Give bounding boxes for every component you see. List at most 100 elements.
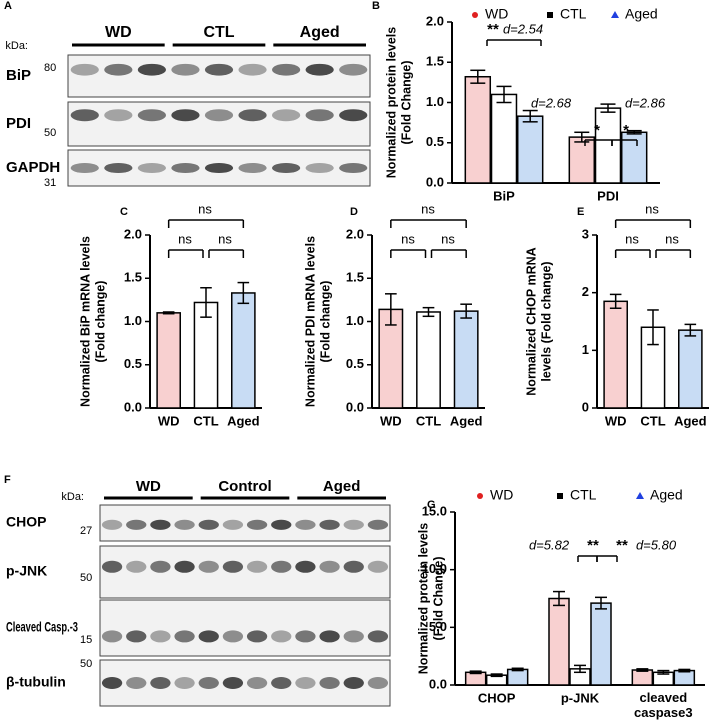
group-label: WD <box>136 478 161 495</box>
blot-band <box>104 63 133 76</box>
y-tick-label: 2 <box>582 284 589 299</box>
legend-marker <box>557 493 563 499</box>
y-tick-label: 1.5 <box>426 54 444 69</box>
y-axis-title: (Fold change) <box>318 281 332 363</box>
annotation: d=5.82 <box>529 537 570 552</box>
row-label: CHOP <box>6 514 46 530</box>
blot-band <box>305 109 334 122</box>
blot-band <box>104 109 133 122</box>
blot-band <box>198 519 219 530</box>
y-tick-label: 0 <box>582 399 589 414</box>
blot-band <box>204 109 234 122</box>
mw-marker: 50 <box>44 127 56 139</box>
x-tick-label: PDI <box>597 188 619 203</box>
annotation: d=2.86 <box>625 95 666 110</box>
x-tick-label: Aged <box>450 413 483 428</box>
blot-band <box>171 162 200 174</box>
y-tick-label: 0.5 <box>124 356 142 371</box>
blot-band <box>343 630 364 643</box>
blot-band <box>271 519 292 530</box>
y-axis-title: Normalized PDI mRNA levels <box>303 236 317 407</box>
blot-strip <box>67 54 371 98</box>
blot-band <box>343 519 364 530</box>
x-tick-label: CTL <box>640 413 665 428</box>
blot-band <box>198 630 219 643</box>
bar <box>416 311 441 409</box>
y-tick-label: 1.0 <box>426 94 444 109</box>
row-label: GAPDH <box>6 159 60 176</box>
y-tick-label: 0.0 <box>429 676 447 691</box>
bar <box>464 75 492 184</box>
y-axis-title: (Fold change) <box>93 281 107 363</box>
blot-band <box>339 63 368 76</box>
blot-band <box>222 519 244 530</box>
blot-band <box>137 109 166 122</box>
panel-letter: E <box>577 206 584 218</box>
blot-strip <box>99 504 391 542</box>
row-label: Cleaved Casp.-3 <box>6 619 78 635</box>
bar <box>516 115 544 184</box>
y-axis-title: Normalized CHOP mRNA <box>524 247 538 395</box>
x-tick-label: CTL <box>416 413 441 428</box>
blot-band <box>271 677 292 689</box>
legend-label: Aged <box>625 6 658 22</box>
blot-band <box>305 162 334 174</box>
blot-band <box>222 560 244 573</box>
blot-strip <box>99 599 391 657</box>
blot-band <box>126 677 147 689</box>
blot-band <box>272 109 301 122</box>
x-tick-label: WD <box>380 413 402 428</box>
blot-band <box>367 630 389 643</box>
x-tick-label: cleaved caspase3 <box>634 690 693 720</box>
blot-band <box>174 630 195 643</box>
x-tick-label: p-JNK <box>561 690 600 705</box>
bar <box>603 300 628 409</box>
y-tick-label: 0.5 <box>346 356 364 371</box>
x-tick-label: CHOP <box>478 690 516 705</box>
blot-band <box>171 63 200 76</box>
blot-band <box>198 677 219 689</box>
y-tick-label: 1 <box>582 342 589 357</box>
blot-band <box>70 109 99 122</box>
blot-band <box>174 519 195 530</box>
annotation: d=2.68 <box>531 95 572 110</box>
legend-marker <box>547 12 553 18</box>
bar <box>631 669 654 686</box>
legend-label: CTL <box>570 487 597 503</box>
mw-marker: 27 <box>80 525 92 537</box>
blot-strip <box>67 101 371 147</box>
kda-label: kDa: <box>5 40 28 52</box>
panel-letter: A <box>4 0 12 12</box>
y-tick-label: 1.5 <box>124 270 142 285</box>
blot-band <box>367 560 389 573</box>
bar <box>231 292 256 409</box>
blot-band <box>101 560 123 573</box>
blot-band <box>126 519 147 530</box>
annotation: d=5.80 <box>636 537 677 552</box>
legend-marker <box>472 12 478 18</box>
legend-marker <box>611 11 619 18</box>
blot-band <box>204 63 234 76</box>
annotation: ns <box>645 201 659 216</box>
annotation: * <box>623 122 629 139</box>
blot-band <box>171 109 200 122</box>
blot-band <box>150 677 171 689</box>
x-tick-label: Aged <box>674 413 707 428</box>
annotation: ns <box>441 231 455 246</box>
panel-letter: B <box>372 0 380 12</box>
blot-band <box>70 162 99 174</box>
blot-band <box>319 677 340 689</box>
panel-letter: F <box>4 474 11 486</box>
x-tick-label: WD <box>605 413 627 428</box>
blot-band <box>174 560 195 573</box>
annotation: ns <box>218 231 232 246</box>
y-tick-label: 0.0 <box>426 174 444 189</box>
blot-band <box>150 630 171 643</box>
x-tick-label: CTL <box>193 413 218 428</box>
blot-band <box>198 560 219 573</box>
bar <box>156 312 181 409</box>
annotation: ns <box>401 231 415 246</box>
y-tick-label: 15.0 <box>422 503 447 518</box>
bar <box>548 597 570 686</box>
